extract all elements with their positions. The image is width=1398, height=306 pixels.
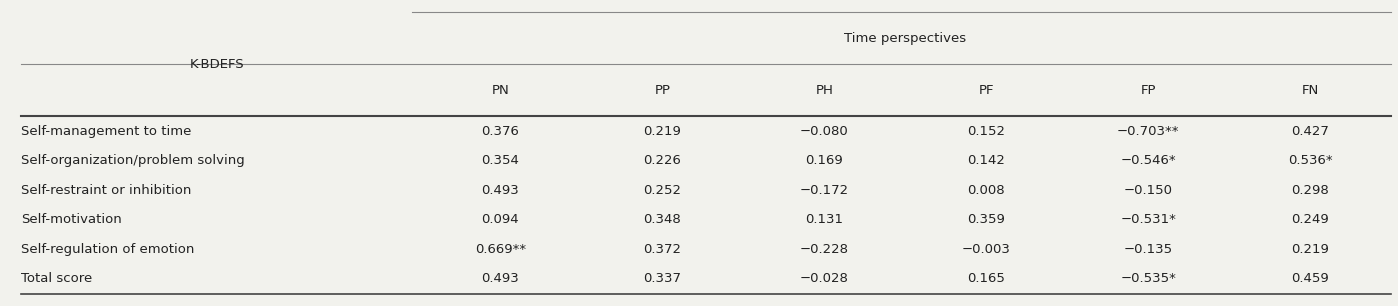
Text: 0.427: 0.427 xyxy=(1292,125,1329,138)
Text: −0.172: −0.172 xyxy=(800,184,849,197)
Text: −0.531*: −0.531* xyxy=(1120,213,1176,226)
Text: 0.252: 0.252 xyxy=(643,184,681,197)
Text: 0.165: 0.165 xyxy=(967,272,1005,285)
Text: PH: PH xyxy=(815,84,833,97)
Text: 0.249: 0.249 xyxy=(1292,213,1329,226)
Text: 0.359: 0.359 xyxy=(967,213,1005,226)
Text: 0.298: 0.298 xyxy=(1292,184,1329,197)
Text: K-BDEFS: K-BDEFS xyxy=(189,58,245,71)
Text: Self-organization/problem solving: Self-organization/problem solving xyxy=(21,154,245,167)
Text: PF: PF xyxy=(979,84,994,97)
Text: Self-management to time: Self-management to time xyxy=(21,125,192,138)
Text: FP: FP xyxy=(1141,84,1156,97)
Text: 0.354: 0.354 xyxy=(481,154,519,167)
Text: −0.135: −0.135 xyxy=(1124,243,1173,256)
Text: Self-restraint or inhibition: Self-restraint or inhibition xyxy=(21,184,192,197)
Text: 0.152: 0.152 xyxy=(967,125,1005,138)
Text: 0.219: 0.219 xyxy=(1292,243,1329,256)
Text: 0.459: 0.459 xyxy=(1292,272,1329,285)
Text: −0.703**: −0.703** xyxy=(1117,125,1180,138)
Text: 0.169: 0.169 xyxy=(805,154,843,167)
Text: −0.535*: −0.535* xyxy=(1120,272,1176,285)
Text: PN: PN xyxy=(492,84,509,97)
Text: FN: FN xyxy=(1302,84,1318,97)
Text: 0.493: 0.493 xyxy=(481,184,519,197)
Text: 0.493: 0.493 xyxy=(481,272,519,285)
Text: −0.150: −0.150 xyxy=(1124,184,1173,197)
Text: 0.094: 0.094 xyxy=(481,213,519,226)
Text: 0.142: 0.142 xyxy=(967,154,1005,167)
Text: Time perspectives: Time perspectives xyxy=(844,32,966,45)
Text: −0.546*: −0.546* xyxy=(1120,154,1176,167)
Text: 0.372: 0.372 xyxy=(643,243,681,256)
Text: −0.028: −0.028 xyxy=(800,272,849,285)
Text: Self-motivation: Self-motivation xyxy=(21,213,122,226)
Text: 0.536*: 0.536* xyxy=(1288,154,1332,167)
Text: 0.376: 0.376 xyxy=(481,125,519,138)
Text: 0.219: 0.219 xyxy=(643,125,681,138)
Text: 0.337: 0.337 xyxy=(643,272,681,285)
Text: Self-regulation of emotion: Self-regulation of emotion xyxy=(21,243,194,256)
Text: 0.131: 0.131 xyxy=(805,213,843,226)
Text: −0.080: −0.080 xyxy=(800,125,849,138)
Text: PP: PP xyxy=(654,84,670,97)
Text: 0.008: 0.008 xyxy=(967,184,1005,197)
Text: 0.226: 0.226 xyxy=(643,154,681,167)
Text: 0.348: 0.348 xyxy=(643,213,681,226)
Text: −0.228: −0.228 xyxy=(800,243,849,256)
Text: 0.669**: 0.669** xyxy=(475,243,526,256)
Text: −0.003: −0.003 xyxy=(962,243,1011,256)
Text: Total score: Total score xyxy=(21,272,92,285)
